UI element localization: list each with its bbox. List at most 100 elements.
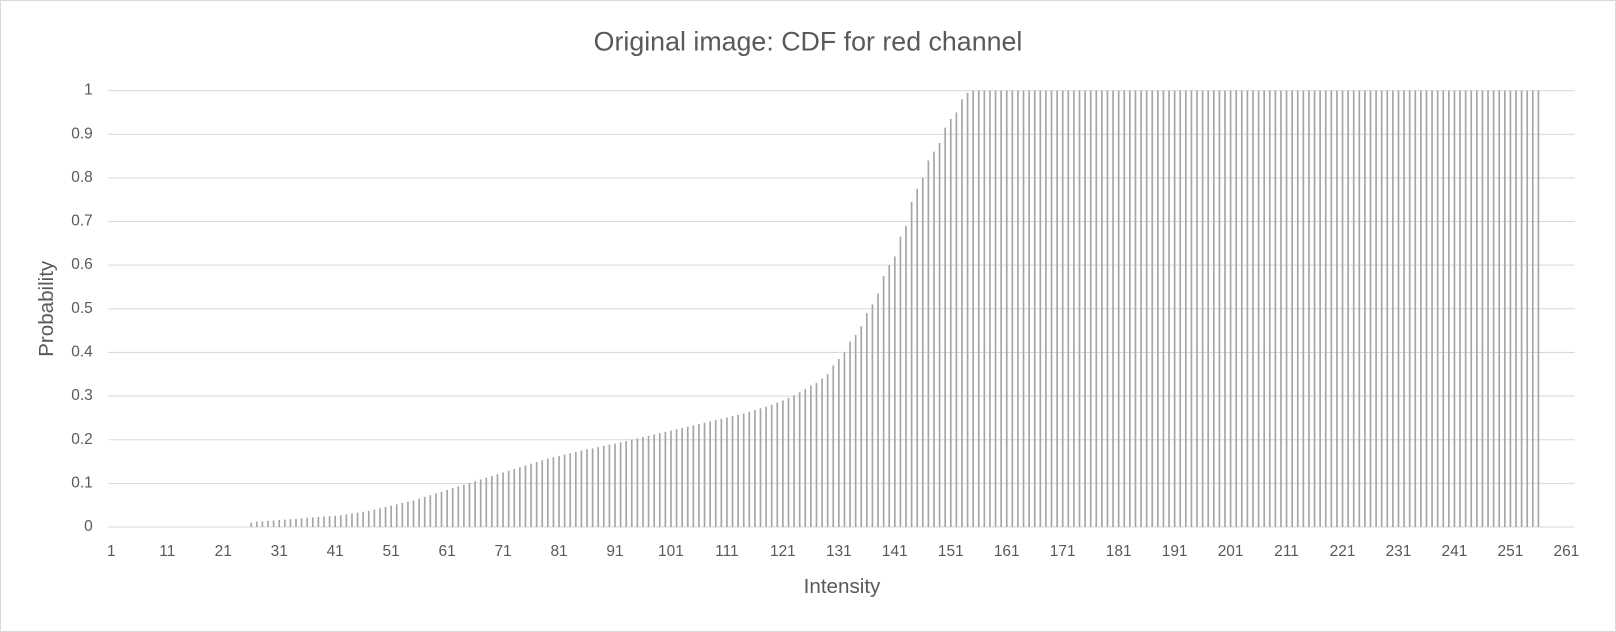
- bar: [519, 467, 521, 528]
- x-axis-label: Intensity: [804, 575, 881, 598]
- bar: [1285, 90, 1288, 528]
- bar: [1184, 90, 1187, 528]
- bar: [921, 177, 924, 528]
- bar: [614, 443, 616, 528]
- y-tick-label: 0.3: [71, 387, 92, 404]
- bar: [283, 519, 286, 528]
- bar: [530, 463, 532, 528]
- x-tick-label: 231: [1386, 543, 1412, 560]
- bar: [1464, 90, 1467, 528]
- bar: [524, 465, 527, 528]
- bar: [457, 486, 460, 528]
- bar: [630, 439, 633, 528]
- bar: [423, 496, 426, 528]
- bar: [485, 477, 488, 528]
- bar: [955, 112, 958, 528]
- bar: [479, 479, 482, 528]
- bar: [893, 256, 896, 528]
- bar: [1515, 90, 1517, 528]
- bar: [1095, 90, 1098, 528]
- bar: [586, 449, 588, 528]
- bar: [759, 408, 762, 528]
- y-tick-label: 0.7: [71, 213, 92, 230]
- bar: [1207, 90, 1210, 528]
- bar: [608, 444, 611, 528]
- bar: [1459, 90, 1461, 528]
- x-tick-label: 121: [770, 543, 796, 560]
- bar: [1033, 90, 1036, 528]
- bar: [1123, 90, 1126, 528]
- bar: [356, 512, 359, 528]
- bar: [1212, 90, 1215, 528]
- bar: [1420, 90, 1422, 528]
- bar: [1173, 90, 1176, 528]
- x-tick-label: 81: [550, 543, 567, 560]
- bar: [765, 406, 767, 528]
- x-tick-label: 101: [658, 543, 684, 560]
- bar: [1302, 90, 1305, 528]
- bar: [1235, 90, 1238, 528]
- x-tick-label: 151: [938, 543, 964, 560]
- x-tick-label: 191: [1162, 543, 1188, 560]
- bar: [938, 142, 941, 528]
- bar: [720, 418, 723, 528]
- bar: [737, 414, 739, 528]
- bar: [1011, 90, 1014, 528]
- bar: [1481, 90, 1484, 528]
- bar: [1392, 90, 1394, 528]
- y-axis-label: Probability: [35, 260, 58, 357]
- bar: [1117, 90, 1120, 528]
- bar: [681, 427, 683, 528]
- bar: [496, 474, 499, 528]
- bar: [698, 424, 700, 528]
- bar: [563, 454, 566, 528]
- bar: [670, 430, 672, 528]
- bar: [1263, 90, 1266, 528]
- bar: [815, 382, 818, 528]
- bar: [1330, 90, 1333, 528]
- bar: [714, 420, 717, 528]
- bar: [502, 472, 504, 528]
- bar: [658, 433, 661, 528]
- bar: [1257, 90, 1260, 528]
- bar: [474, 481, 476, 528]
- bar: [569, 453, 572, 528]
- bar: [1078, 90, 1081, 528]
- bar: [1039, 90, 1042, 528]
- bar: [1436, 90, 1439, 528]
- x-tick-label: 31: [271, 543, 288, 560]
- bar: [317, 516, 320, 528]
- y-tick-label: 1: [84, 82, 93, 99]
- bar: [798, 392, 801, 528]
- bar: [429, 495, 432, 528]
- bar: [384, 506, 387, 528]
- bar: [961, 99, 963, 528]
- y-tick-label: 0.6: [71, 256, 92, 273]
- bar: [1280, 90, 1282, 528]
- x-tick-label: 91: [606, 543, 623, 560]
- bar: [507, 470, 510, 528]
- bar: [787, 397, 790, 528]
- bar: [1470, 90, 1473, 528]
- bar: [1369, 90, 1372, 528]
- bar: [418, 498, 420, 528]
- x-tick-label: 171: [1050, 543, 1076, 560]
- bar: [865, 313, 868, 528]
- bar: [810, 385, 812, 528]
- bar: [1268, 90, 1271, 528]
- y-tick-label: 0.8: [71, 169, 92, 186]
- bar: [966, 92, 969, 528]
- bar: [1291, 90, 1293, 528]
- bar: [843, 352, 846, 528]
- bar: [1084, 90, 1086, 528]
- bar: [1050, 90, 1053, 528]
- bar: [1274, 90, 1277, 528]
- bar: [1397, 90, 1400, 528]
- bar: [1509, 90, 1512, 528]
- x-tick-label: 201: [1218, 543, 1244, 560]
- bar: [1005, 90, 1008, 528]
- bar: [1140, 90, 1142, 528]
- bar: [933, 151, 935, 528]
- bar: [642, 437, 644, 528]
